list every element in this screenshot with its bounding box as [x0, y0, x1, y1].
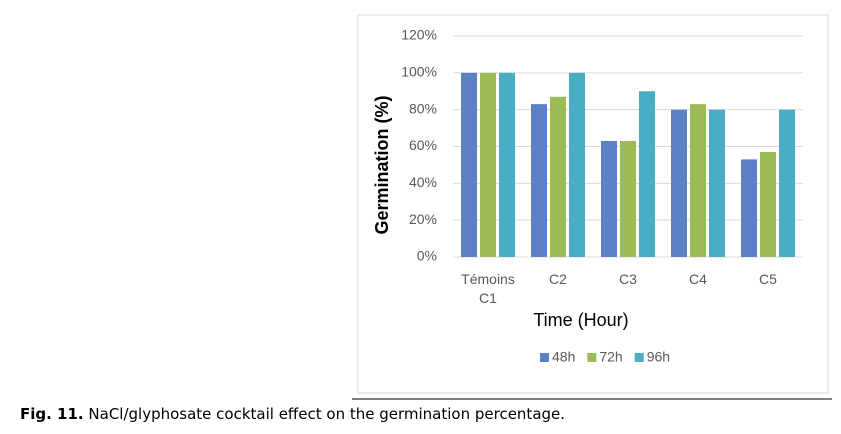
bar	[620, 140, 636, 257]
caption-label: Fig. 11.	[20, 405, 84, 423]
bar	[709, 109, 725, 258]
y-axis-title: Germination (%)	[372, 95, 392, 234]
legend-swatch	[587, 353, 597, 362]
bar	[531, 104, 547, 258]
y-tick-label: 60%	[409, 137, 437, 153]
chart-frame	[357, 14, 829, 394]
legend-swatch	[634, 353, 644, 362]
y-tick-label: 120%	[401, 27, 437, 43]
bar	[639, 91, 655, 257]
caption: Fig. 11. NaCl/glyphosate cocktail effect…	[20, 405, 565, 423]
bar	[779, 109, 795, 258]
x-axis-title: Time (Hour)	[533, 310, 628, 330]
y-tick-label: 20%	[409, 211, 437, 227]
bar	[569, 72, 585, 257]
x-tick-label: C2	[549, 271, 567, 287]
bar	[461, 72, 477, 257]
x-tick-label: C4	[689, 271, 707, 287]
bar	[550, 96, 566, 258]
y-tick-label: 80%	[409, 100, 437, 116]
bar	[671, 109, 687, 258]
bar	[480, 72, 496, 257]
x-tick-label: C5	[759, 271, 777, 287]
legend-label: 72h	[599, 349, 622, 365]
y-tick-label: 100%	[401, 64, 437, 80]
x-tick-label: C3	[619, 271, 637, 287]
bar	[741, 159, 757, 257]
bar	[499, 72, 515, 257]
legend-label: 48h	[552, 349, 575, 365]
bar	[601, 140, 617, 257]
y-tick-label: 40%	[409, 174, 437, 190]
bar	[760, 152, 776, 257]
x-tick-label: Témoins C1	[461, 271, 515, 306]
y-tick-label: 0%	[417, 248, 437, 264]
legend-label: 96h	[647, 349, 670, 365]
caption-text: NaCl/glyphosate cocktail effect on the g…	[88, 405, 566, 423]
bar	[690, 104, 706, 258]
legend-swatch	[540, 353, 549, 362]
